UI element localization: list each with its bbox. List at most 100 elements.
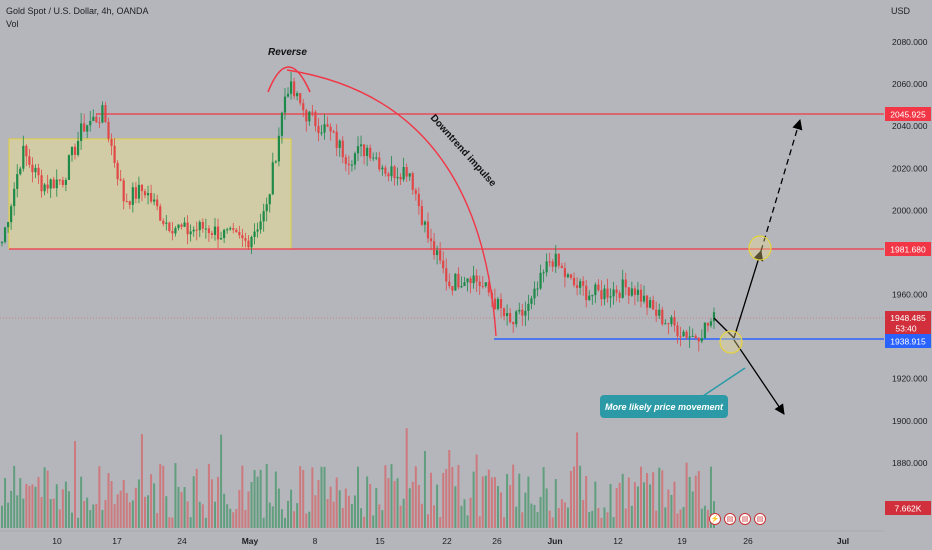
volume-bar <box>533 504 536 528</box>
candle-body <box>712 312 716 322</box>
candle-body <box>579 281 582 288</box>
candle-body <box>390 166 393 177</box>
volume-indicator-label[interactable]: Vol <box>6 19 19 29</box>
volume-bar <box>277 488 280 528</box>
volume-bar <box>144 496 147 528</box>
candle-body <box>40 175 43 192</box>
flag-icon[interactable]: ▤ <box>739 513 751 525</box>
candle-body <box>527 303 530 311</box>
candle-body <box>436 250 439 256</box>
candle-body <box>466 278 469 283</box>
volume-bar <box>372 515 375 528</box>
candle-body <box>92 116 95 121</box>
candle-body <box>198 221 201 231</box>
candle-body <box>691 335 694 337</box>
flag-icon[interactable]: ▤ <box>754 513 766 525</box>
volume-bar <box>125 493 128 528</box>
event-badges[interactable]: ⚡ ▤ ▤ ▤ <box>709 513 766 525</box>
candle-body <box>652 300 655 310</box>
candle-body <box>213 226 217 235</box>
volume-bar <box>703 505 706 528</box>
candle-body <box>311 111 314 113</box>
candle-body <box>95 116 98 123</box>
currency-label[interactable]: USD <box>890 6 910 16</box>
price-tick-label: 1880.000 <box>892 458 928 468</box>
candle-body <box>448 281 451 287</box>
volume-bar <box>411 481 414 528</box>
volume-bar <box>658 467 661 528</box>
volume-bar <box>49 499 52 528</box>
volume-bar <box>633 482 636 528</box>
candle-body <box>46 184 49 189</box>
candle-body <box>299 93 302 104</box>
time-tick-label: 26 <box>743 536 753 546</box>
candle-body <box>89 120 92 126</box>
volume-bar <box>22 498 25 528</box>
volume-bar <box>527 476 530 528</box>
volume-bar <box>317 479 320 528</box>
volume-bar <box>147 495 150 528</box>
candle-body <box>429 238 433 242</box>
candle-body <box>697 338 700 342</box>
volume-bar <box>500 492 503 528</box>
note-pointer <box>699 367 746 399</box>
volume-bar <box>439 516 442 528</box>
badge-volume-bg <box>885 501 931 515</box>
volume-bar <box>487 469 490 528</box>
candle-body <box>195 229 198 231</box>
candle-body <box>289 81 293 94</box>
volume-bar <box>4 477 7 528</box>
candle-body <box>655 309 658 316</box>
volume-bar <box>366 476 369 528</box>
volume-bar <box>414 466 417 528</box>
volume-bar <box>229 508 232 528</box>
time-axis[interactable]: 10 17 24 May 8 15 22 26 Jun 12 19 26 Jul <box>52 536 849 546</box>
symbol-title[interactable]: Gold Spot / U.S. Dollar, 4h, OANDA <box>6 6 149 16</box>
badge-countdown-text: 53:40 <box>895 324 917 334</box>
candle-body <box>31 164 34 173</box>
flag-icon[interactable]: ▤ <box>724 513 736 525</box>
volume-bar <box>551 517 554 528</box>
candle-body <box>362 144 366 157</box>
candle-body <box>515 311 518 325</box>
candle-body <box>219 238 223 240</box>
volume-bar <box>122 479 125 528</box>
event-icon[interactable]: ⚡ <box>709 513 721 525</box>
volume-bar <box>19 478 22 528</box>
volume-bar <box>423 450 426 528</box>
volume-bar <box>314 495 317 528</box>
volume-bar <box>390 464 393 528</box>
volume-bar <box>61 489 64 528</box>
candle-body <box>253 231 256 237</box>
volume-bar <box>399 505 402 528</box>
volume-bar <box>597 508 600 528</box>
candle-body <box>594 284 597 296</box>
volume-bar <box>694 475 697 528</box>
volume-bar <box>466 515 469 528</box>
volume-bar <box>250 481 253 528</box>
volume-bar <box>338 490 341 528</box>
volume-bar <box>612 517 615 528</box>
candle-body <box>241 235 244 239</box>
volume-bar <box>1 505 3 528</box>
volume-bar <box>207 463 210 528</box>
volume-bar <box>128 502 131 528</box>
volume-bar <box>116 494 119 528</box>
candle-body <box>624 279 627 288</box>
volume-bar <box>192 476 195 528</box>
candle-body <box>204 228 207 230</box>
volume-bar <box>594 481 597 528</box>
candle-body <box>317 126 320 133</box>
volume-bar <box>244 509 247 528</box>
candle-body <box>612 289 615 297</box>
candle-body <box>505 313 509 317</box>
volume-bar <box>588 511 591 528</box>
candle-body <box>557 253 560 266</box>
price-movement-note[interactable]: More likely price movement <box>600 395 728 418</box>
candle-body <box>661 309 664 325</box>
candle-body <box>615 289 618 293</box>
candle-body <box>64 179 67 185</box>
volume-bar <box>265 463 268 528</box>
volume-bar <box>426 514 429 528</box>
